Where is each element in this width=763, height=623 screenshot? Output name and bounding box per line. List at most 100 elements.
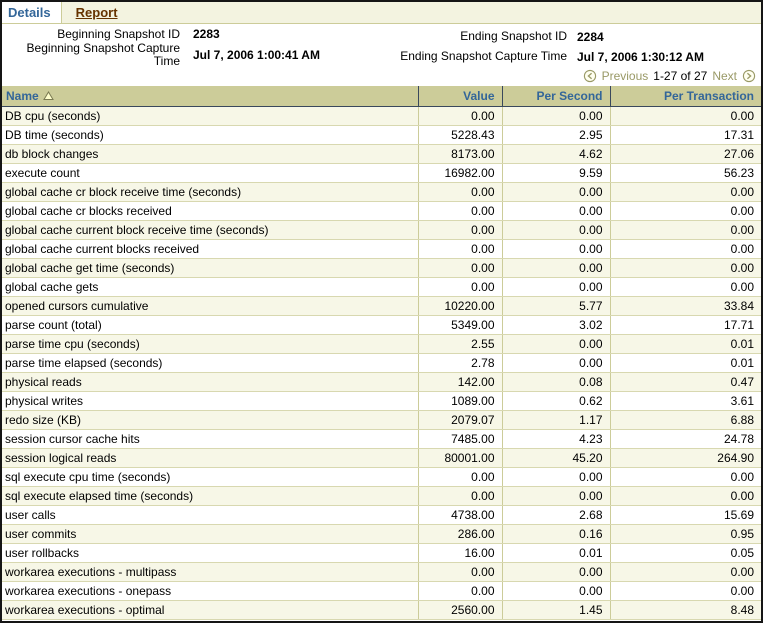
stat-value-cell: 7485.00	[418, 429, 503, 449]
stat-per-second-cell: 2.95	[502, 125, 611, 145]
next-page-icon[interactable]	[742, 69, 756, 83]
stat-name-cell: global cache get time (seconds)	[2, 258, 419, 278]
table-row: global cache current blocks received 0.0…	[2, 239, 761, 259]
stat-value-cell: 0.00	[418, 277, 503, 297]
table-row: session logical reads 80001.00 45.20 264…	[2, 448, 761, 468]
stat-value-cell: 8173.00	[418, 144, 503, 164]
next-page-link[interactable]: Next	[712, 69, 737, 83]
stat-per-second-cell: 2.68	[502, 505, 611, 525]
stat-per-transaction-cell: 6.88	[610, 410, 761, 430]
stat-per-transaction-cell: 0.00	[610, 277, 761, 297]
tab-details[interactable]: Details	[2, 2, 62, 23]
beginning-capture-time-value: Jul 7, 2006 1:00:41 AM	[193, 48, 320, 62]
stat-value-cell: 142.00	[418, 372, 503, 392]
stat-per-second-cell: 0.00	[502, 467, 611, 487]
beginning-snapshot-id-label: Beginning Snapshot ID	[57, 26, 180, 41]
stat-value-cell: 5349.00	[418, 315, 503, 335]
stat-per-transaction-cell: 0.00	[610, 486, 761, 506]
stat-name-cell: workarea executions - onepass	[2, 581, 419, 601]
table-row: user calls 4738.00 2.68 15.69	[2, 505, 761, 525]
stat-per-transaction-cell: 264.90	[610, 448, 761, 468]
stat-per-transaction-cell: 0.01	[610, 334, 761, 354]
stat-per-second-cell: 0.00	[502, 182, 611, 202]
stat-value-cell: 2079.07	[418, 410, 503, 430]
stat-name-cell: user commits	[2, 524, 419, 544]
stat-name-cell: global cache current block receive time …	[2, 220, 419, 240]
table-row: DB time (seconds) 5228.43 2.95 17.31	[2, 125, 761, 145]
column-header-per-transaction[interactable]: Per Transaction	[610, 86, 761, 107]
table-row: db block changes 8173.00 4.62 27.06	[2, 144, 761, 164]
stat-per-second-cell: 1.45	[502, 600, 611, 620]
stat-name-cell: db block changes	[2, 144, 419, 164]
ending-snapshot-id-value: 2284	[577, 29, 604, 44]
stat-per-second-cell: 0.01	[502, 543, 611, 563]
stat-name-cell: DB time (seconds)	[2, 125, 419, 145]
stat-value-cell: 2560.00	[418, 600, 503, 620]
stat-per-transaction-cell: 0.95	[610, 524, 761, 544]
stat-per-second-cell: 1.17	[502, 410, 611, 430]
stat-per-second-cell: 45.20	[502, 448, 611, 468]
table-row: global cache current block receive time …	[2, 220, 761, 240]
stat-name-cell: session logical reads	[2, 448, 419, 468]
stat-per-transaction-cell: 24.78	[610, 429, 761, 449]
table-row: global cache get time (seconds) 0.00 0.0…	[2, 258, 761, 278]
stat-per-transaction-cell: 56.23	[610, 163, 761, 183]
table-row: sql execute cpu time (seconds) 0.00 0.00…	[2, 467, 761, 487]
stat-value-cell: 2.78	[418, 353, 503, 373]
stat-per-second-cell: 0.00	[502, 220, 611, 240]
stat-per-transaction-cell: 33.84	[610, 296, 761, 316]
tab-report[interactable]: Report	[62, 2, 132, 23]
stat-name-cell: parse count (total)	[2, 315, 419, 335]
stat-per-transaction-cell: 15.69	[610, 505, 761, 525]
table-row: physical writes 1089.00 0.62 3.61	[2, 391, 761, 411]
previous-page-icon[interactable]	[583, 69, 597, 83]
ending-snapshot-id-label: Ending Snapshot ID	[460, 29, 567, 43]
stat-per-second-cell: 4.23	[502, 429, 611, 449]
stat-value-cell: 1089.00	[418, 391, 503, 411]
stat-name-cell: opened cursors cumulative	[2, 296, 419, 316]
tab-report-label[interactable]: Report	[75, 5, 118, 20]
ending-capture-time-value: Jul 7, 2006 1:30:12 AM	[577, 49, 704, 64]
stat-name-cell: global cache cr blocks received	[2, 201, 419, 221]
stat-name-cell: global cache current blocks received	[2, 239, 419, 259]
column-header-per-second[interactable]: Per Second	[502, 86, 611, 107]
stat-per-transaction-cell: 8.48	[610, 600, 761, 620]
stat-value-cell: 0.00	[418, 467, 503, 487]
stat-per-transaction-cell: 0.01	[610, 353, 761, 373]
table-body: DB cpu (seconds) 0.00 0.00 0.00 DB time …	[2, 106, 761, 620]
stat-per-transaction-cell: 0.00	[610, 467, 761, 487]
stat-name-cell: parse time elapsed (seconds)	[2, 353, 419, 373]
table-row: parse time elapsed (seconds) 2.78 0.00 0…	[2, 353, 761, 373]
stat-per-second-cell: 0.00	[502, 239, 611, 259]
stat-name-cell: physical reads	[2, 372, 419, 392]
table-row: opened cursors cumulative 10220.00 5.77 …	[2, 296, 761, 316]
stat-per-second-cell: 0.62	[502, 391, 611, 411]
stat-name-cell: user calls	[2, 505, 419, 525]
beginning-snapshot-id-value: 2283	[193, 27, 220, 41]
table-row: global cache cr block receive time (seco…	[2, 182, 761, 202]
stat-value-cell: 10220.00	[418, 296, 503, 316]
ending-capture-time-label: Ending Snapshot Capture Time	[400, 49, 567, 63]
beginning-capture-time-label: Beginning Snapshot Capture Time	[26, 41, 180, 68]
stat-per-transaction-cell: 27.06	[610, 144, 761, 164]
column-header-name[interactable]: Name	[2, 86, 419, 107]
stat-value-cell: 286.00	[418, 524, 503, 544]
table-row: sql execute elapsed time (seconds) 0.00 …	[2, 486, 761, 506]
stat-value-cell: 0.00	[418, 581, 503, 601]
column-header-value[interactable]: Value	[418, 86, 503, 107]
previous-page-link[interactable]: Previous	[601, 69, 649, 83]
stat-value-cell: 0.00	[418, 106, 503, 126]
stat-per-transaction-cell: 0.00	[610, 106, 761, 126]
stat-value-cell: 0.00	[418, 562, 503, 582]
stat-name-cell: global cache cr block receive time (seco…	[2, 182, 419, 202]
stat-per-transaction-cell: 0.00	[610, 201, 761, 221]
stat-per-second-cell: 5.77	[502, 296, 611, 316]
tab-bar: Details Report	[2, 2, 761, 24]
table-row: global cache gets 0.00 0.00 0.00	[2, 277, 761, 297]
column-header-name-label: Name	[6, 88, 39, 103]
beginning-snapshot-info: Beginning Snapshot ID 2283 Beginning Sna…	[2, 26, 375, 68]
stat-value-cell: 4738.00	[418, 505, 503, 525]
stat-value-cell: 0.00	[418, 258, 503, 278]
stat-per-transaction-cell: 0.00	[610, 562, 761, 582]
